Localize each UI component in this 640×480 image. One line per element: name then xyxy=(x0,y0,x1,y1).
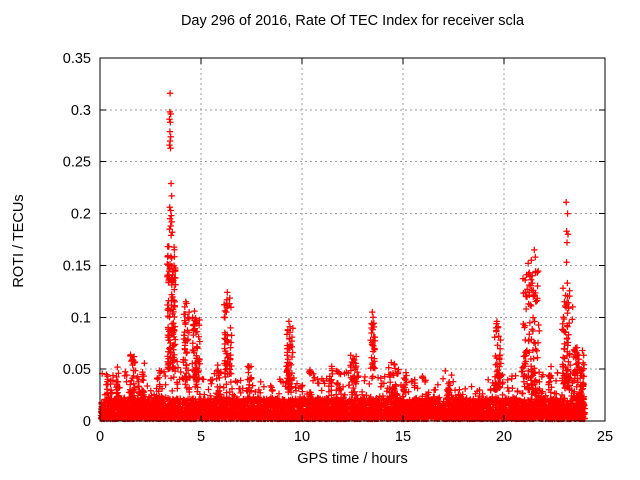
y-tick-label: 0.05 xyxy=(63,362,91,378)
plot-border xyxy=(99,57,606,422)
chart-title: Day 296 of 2016, Rate Of TEC Index for r… xyxy=(180,13,525,29)
y-tick-label: 0.35 xyxy=(63,51,91,67)
y-tick-label: 0.1 xyxy=(71,310,91,326)
y-tick-label: 0.25 xyxy=(63,155,91,171)
data-points xyxy=(97,90,588,423)
y-tick-label: 0.15 xyxy=(63,258,91,274)
x-tick-label: 10 xyxy=(294,429,310,445)
grid-lines xyxy=(100,58,605,421)
x-tick-label: 15 xyxy=(395,429,411,445)
x-tick-label: 25 xyxy=(597,429,613,445)
x-axis-title: GPS time / hours xyxy=(297,451,408,467)
x-tick-label: 0 xyxy=(96,429,104,445)
x-tick-label: 20 xyxy=(496,429,512,445)
axis-ticks xyxy=(99,57,606,422)
y-tick-label: 0.3 xyxy=(71,103,91,119)
y-tick-label: 0 xyxy=(83,414,91,430)
y-tick-label: 0.2 xyxy=(71,207,91,223)
x-tick-label: 5 xyxy=(197,429,205,445)
